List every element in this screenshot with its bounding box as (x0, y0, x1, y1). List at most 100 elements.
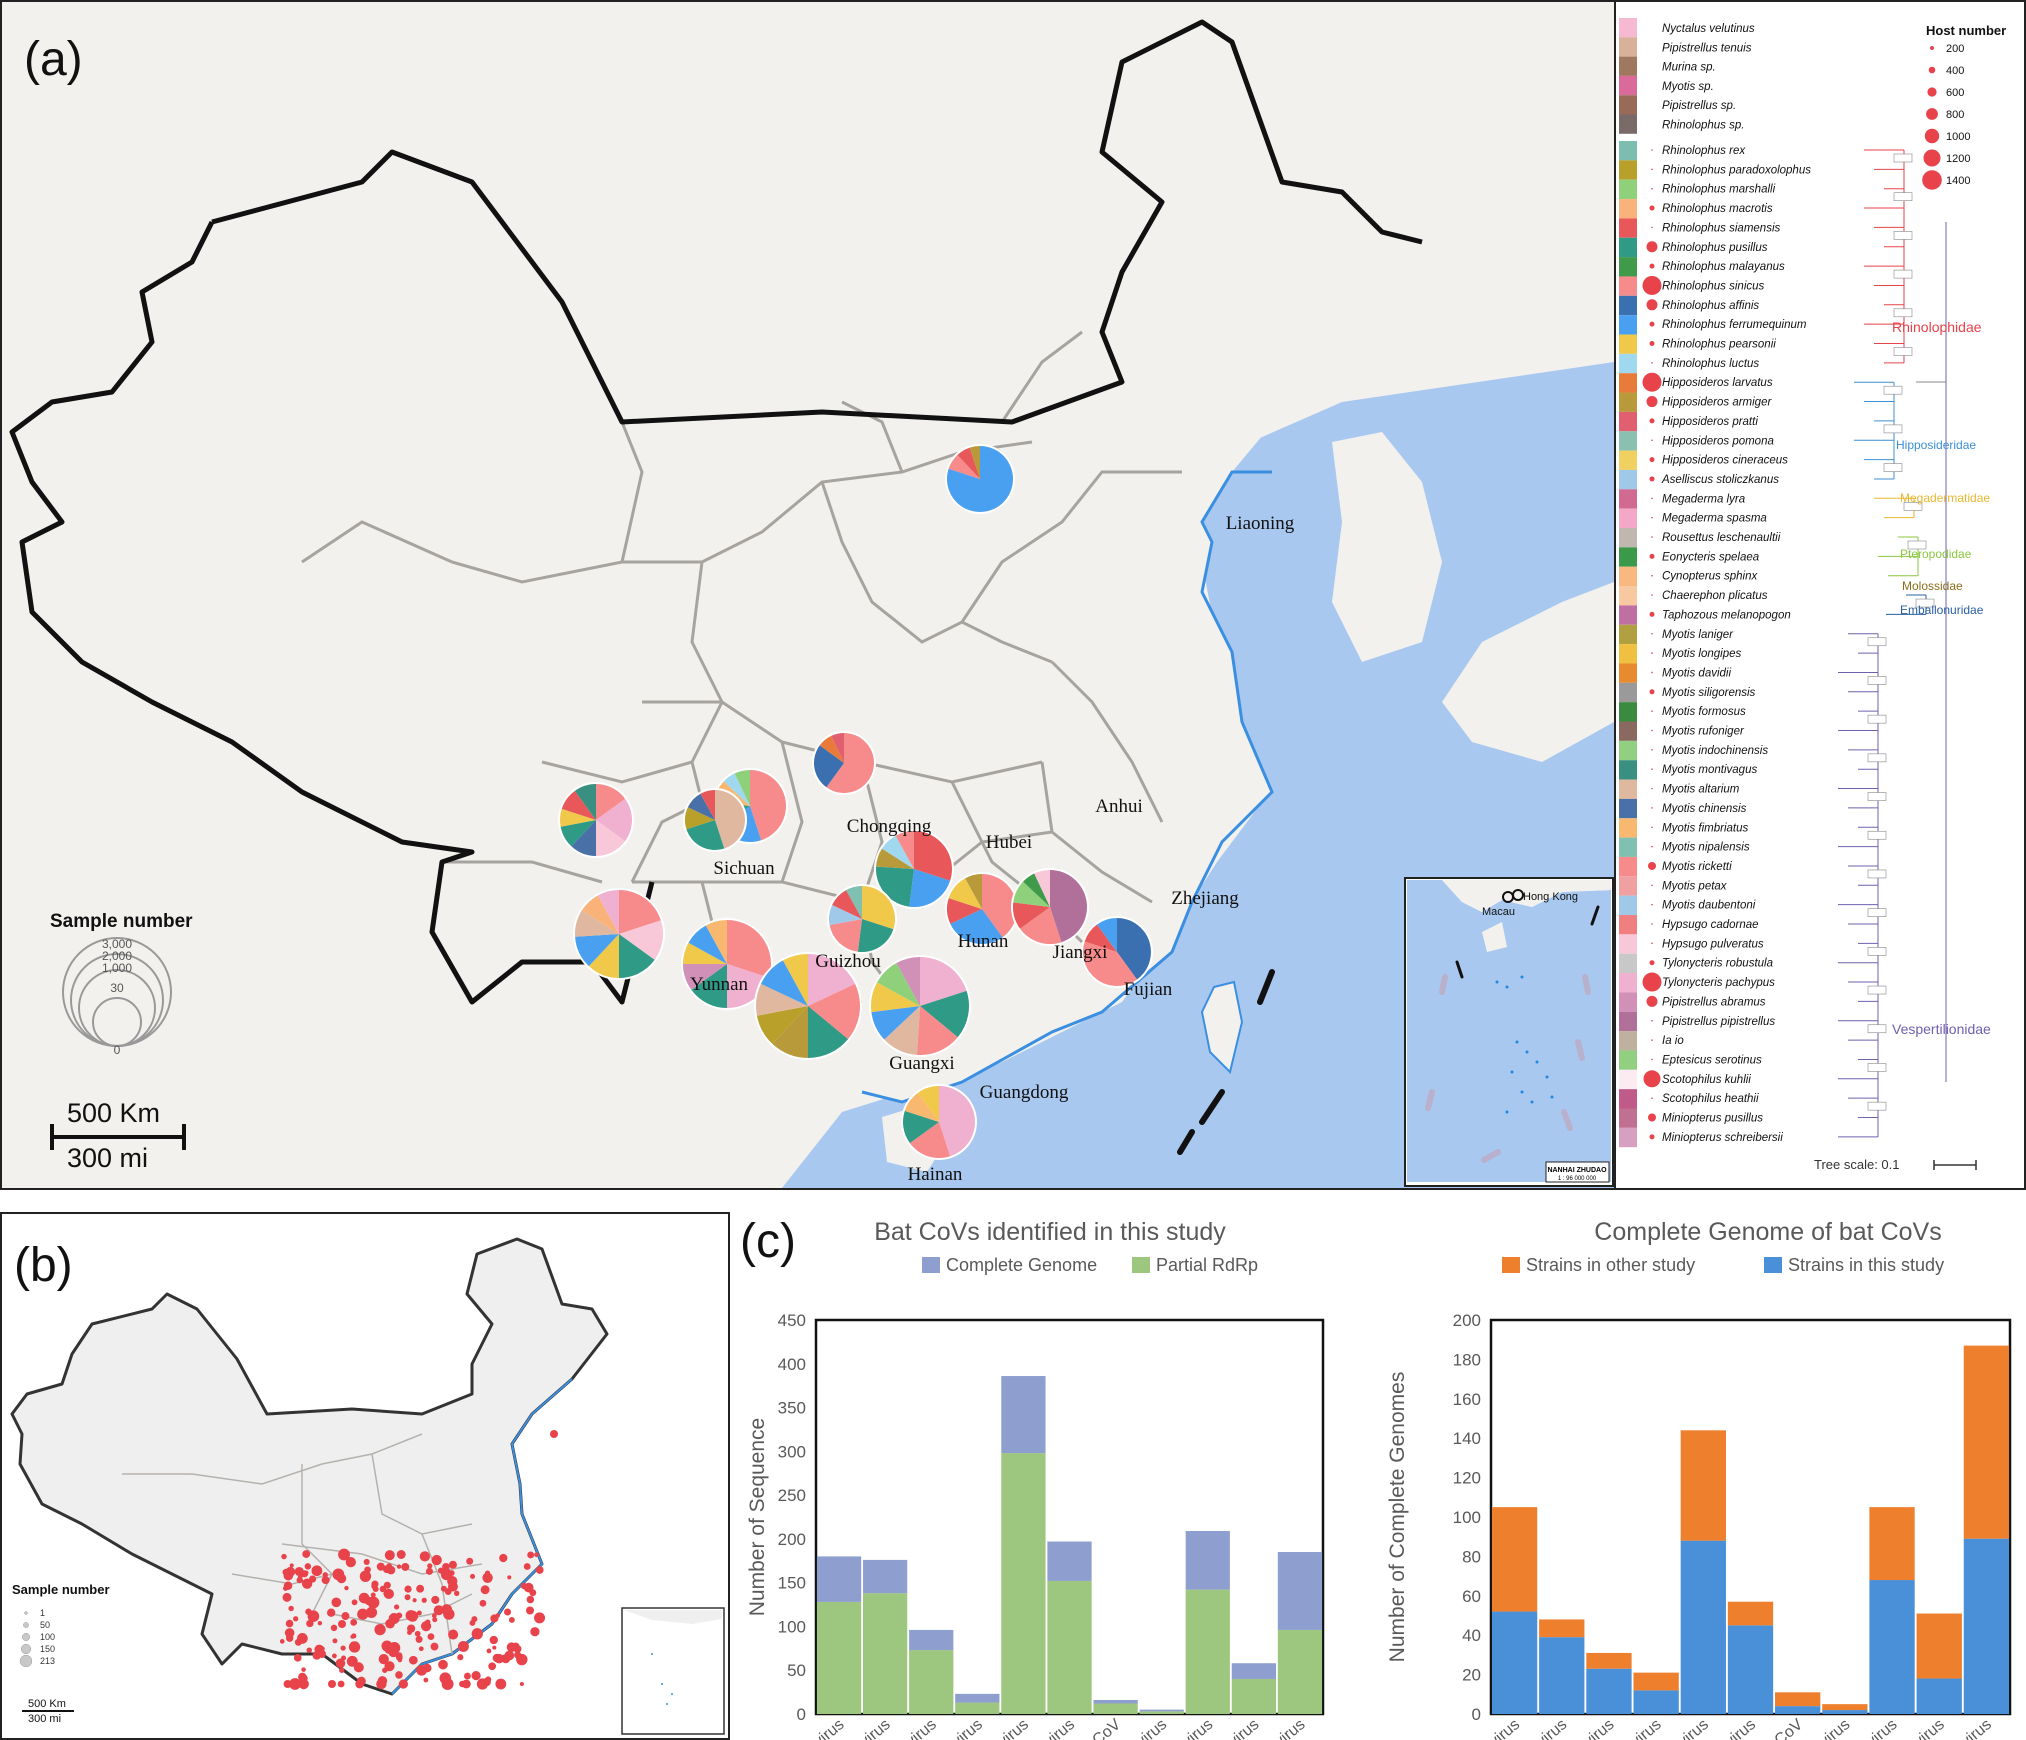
bar-upper-segment (1586, 1652, 1632, 1669)
legend-b-label: 213 (40, 1656, 55, 1666)
species-label: Rhinolophus paradoxolophus (1662, 164, 1811, 176)
sample-site-dot (348, 1641, 361, 1653)
sample-site-dot (421, 1621, 432, 1632)
host-count-dot (1649, 205, 1655, 211)
legend-b-label: 150 (40, 1644, 55, 1654)
bootstrap-box (1883, 463, 1903, 472)
sample-site-dot (464, 1672, 471, 1680)
pie-slice (1013, 881, 1050, 907)
bootstrap-box (1867, 637, 1887, 647)
pie-slice (877, 963, 920, 1006)
province-pie (683, 788, 747, 852)
inset-macau: Macau (1482, 906, 1515, 918)
pie-slice (814, 745, 844, 788)
bootstrap-box (1907, 540, 1927, 550)
pie-slice (904, 1092, 939, 1122)
pie-slice (876, 848, 914, 869)
species-label: Hipposideros cineraceus (1662, 455, 1788, 467)
sample-site-dot (357, 1608, 369, 1620)
species-label: Myotis nipalensis (1662, 842, 1750, 854)
species-label: Miniopterus pusillus (1662, 1113, 1763, 1125)
china-map: Liaoning Sichuan Chongqing Hubei Anhui Zhejia… (9, 19, 1614, 1188)
chart-title: Bat CoVs identified in this study (874, 1218, 1226, 1246)
pie-slice (596, 798, 632, 842)
sample-site-dot (443, 1608, 455, 1620)
sample-site-dot (363, 1558, 370, 1565)
chart-bat-covs-identified: Bat CoVs identified in this study Complet… (746, 1218, 1325, 1740)
sample-site-dot (398, 1679, 409, 1689)
pie-slice (846, 886, 862, 919)
host-count-dot (1651, 942, 1653, 945)
family-label: Pteropodidae (1900, 547, 1972, 561)
species-swatch (1619, 798, 1637, 819)
sample-site-dot (504, 1650, 515, 1661)
bar-lower-segment (863, 1593, 908, 1714)
pie-slice (871, 1006, 920, 1040)
host-size-label: 1400 (1946, 175, 1970, 187)
bar-lower-segment (816, 1601, 862, 1714)
sample-site-dot (339, 1667, 345, 1673)
host-size-dot (1928, 66, 1936, 74)
species-label: Pipistrellus sp. (1662, 100, 1736, 112)
sample-site-dot (466, 1557, 474, 1565)
species-swatch (1619, 431, 1637, 451)
bootstrap-box (1867, 830, 1887, 840)
y-tick-label: 0 (797, 1705, 806, 1724)
species-label: Pipistrellus abramus (1662, 996, 1766, 1008)
pie-slice (829, 904, 862, 926)
legend-b-dot (24, 1611, 28, 1615)
y-tick-label: 180 (1453, 1350, 1481, 1369)
province-label: Guangdong (980, 1082, 1069, 1103)
sample-site-dot (482, 1572, 493, 1583)
pie-slice (982, 874, 1017, 938)
bar-lower-segment (1727, 1625, 1774, 1714)
sample-site-dot (530, 1627, 540, 1637)
pie-slice (909, 869, 951, 908)
legend-b-label: 50 (40, 1620, 50, 1630)
province-pie (901, 1084, 977, 1160)
species-label: Myotis petax (1662, 880, 1728, 892)
species-label: Rhinolophus macrotis (1662, 203, 1773, 215)
sample-site-dot (332, 1638, 338, 1644)
sample-site-dot (489, 1635, 498, 1645)
sample-site-dot (407, 1610, 419, 1622)
pie-slice (619, 920, 663, 960)
bar-upper-segment (1775, 1692, 1821, 1707)
sample-site-dot (330, 1624, 338, 1632)
sample-site-dot (438, 1659, 448, 1670)
sample-site-dot (514, 1651, 522, 1659)
sample-site-dot (289, 1563, 294, 1568)
pie-slice (948, 454, 980, 479)
bar-upper-segment (1277, 1552, 1323, 1630)
province-pie (812, 731, 876, 795)
species-swatch (1619, 1031, 1637, 1051)
pie-slice (700, 790, 715, 820)
sample-site-dot (376, 1562, 385, 1571)
pie-slice (596, 784, 626, 820)
host-count-dot (1651, 149, 1653, 151)
sample-site-dot (302, 1550, 311, 1558)
species-label: Myotis formosus (1662, 706, 1746, 718)
sample-site-dot (332, 1568, 345, 1581)
pie-slice (832, 890, 862, 919)
species-label: Myotis rufoniger (1662, 726, 1745, 738)
bar-lower-segment (1001, 1453, 1046, 1714)
pie-slice (705, 920, 727, 964)
species-swatch (1619, 56, 1637, 76)
species-swatch (1619, 856, 1637, 877)
coastline (861, 470, 1274, 1104)
pie-slice (1083, 941, 1137, 987)
sample-site-dot (550, 1430, 558, 1438)
sample-site-dot (534, 1612, 546, 1624)
species-label: Pipistrellus tenuis (1662, 42, 1752, 54)
province-pie (869, 955, 971, 1057)
sample-legend-title: Sample number (50, 911, 193, 932)
sample-site-dot (396, 1564, 402, 1569)
sample-site-dot (321, 1576, 330, 1585)
province-label: Jiangxi (1053, 942, 1108, 963)
pie-slice (1084, 924, 1117, 952)
province-label: Anhui (1095, 796, 1143, 817)
legend-label: Strains in other study (1526, 1255, 1695, 1275)
host-count-dot (1651, 497, 1653, 500)
tree-scale-label: Tree scale: 0.1 (1814, 1157, 1900, 1172)
